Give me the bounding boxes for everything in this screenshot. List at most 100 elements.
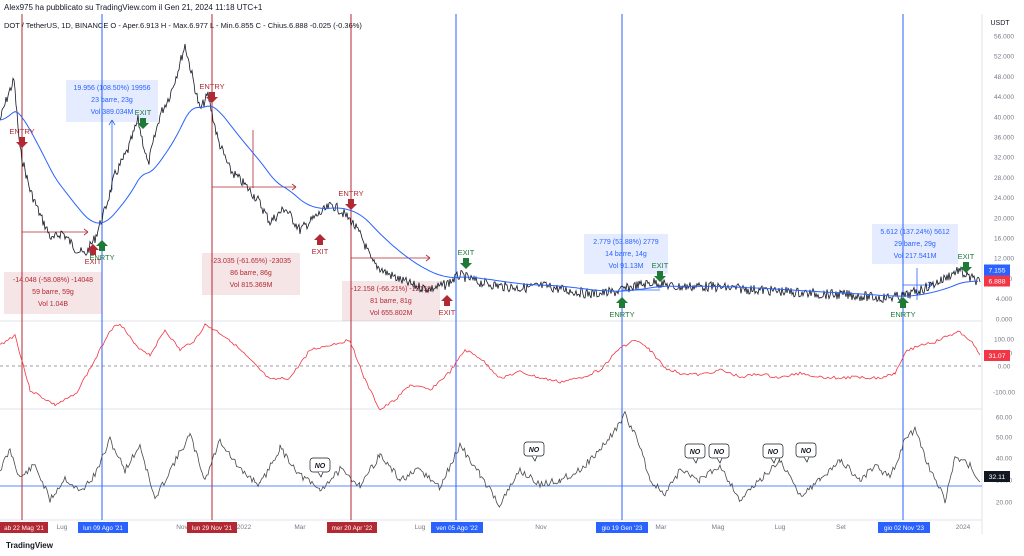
price-tick-label: 16.000 (994, 236, 1014, 243)
time-highlight-text: gio 19 Gen '23 (602, 525, 643, 532)
measure-volume-text: Vol 389.034M (91, 109, 134, 116)
arrow-up-icon (897, 297, 909, 308)
no-callout-text: NO (315, 463, 326, 470)
signal-arrow: ENTRY (9, 127, 35, 148)
price-tick-label: 32.000 (994, 155, 1014, 162)
measure-change-text: 2.779 (53.88%) 2779 (593, 239, 658, 246)
arrow-up-icon (314, 234, 326, 245)
signal-arrow: ENRTY (609, 297, 635, 319)
signal-label: EXIT (958, 252, 975, 261)
cci-badge-text: 31.07 (988, 353, 1005, 360)
ema-line (0, 105, 978, 297)
time-highlight-text: lun 09 Ago '21 (83, 525, 123, 532)
adx-badge: 32.11 (984, 471, 1010, 482)
cci-tick-label: 0.00 (998, 364, 1011, 371)
time-highlight-text: lun 29 Nov '21 (192, 525, 233, 532)
price-tick-label: 48.000 (994, 74, 1014, 81)
arrow-down-icon (137, 118, 149, 129)
measure-volume-text: Vol 217.541M (894, 253, 937, 260)
time-highlight-bg (187, 522, 237, 533)
no-callout-text: NO (529, 447, 540, 454)
no-callout: NO (309, 457, 331, 478)
signal-label: ENTRY (9, 127, 34, 136)
signal-arrow: ENRTY (89, 240, 115, 262)
price-badge-text: 7.155 (988, 268, 1005, 275)
cci-tick-label: 100.00 (994, 337, 1014, 344)
measure-bars-text: 29 barre, 29g (894, 241, 936, 248)
time-tick-label: 2022 (237, 524, 252, 531)
measure-bars-text: 81 barre, 81g (370, 298, 412, 305)
no-callout-pointer (770, 457, 777, 464)
signal-arrow: EXIT (958, 252, 975, 273)
arrow-down-icon (960, 262, 972, 273)
signal-label: EXIT (652, 261, 669, 270)
measure-change-text: 5.612 (137.24%) 5612 (880, 229, 949, 236)
time-highlight-badge: gio 02 Nov '23 (878, 522, 930, 533)
price-tick-label: 12.000 (994, 256, 1014, 263)
measure-volume-text: Vol 1.04B (38, 301, 68, 308)
arrow-up-icon (87, 244, 99, 255)
no-callout: NO (708, 443, 730, 464)
price-tick-label: 4.000 (996, 296, 1013, 303)
symbol-legend: DOT / TetherUS, 1D, BINANCE O - Aper.6.9… (4, 21, 362, 30)
price-tick-label: 0.000 (996, 316, 1013, 323)
price-tick-label: 52.000 (994, 54, 1014, 61)
time-highlight-badge: lun 09 Ago '21 (78, 522, 128, 533)
no-callout: NO (523, 441, 545, 462)
arrow-up-icon (441, 295, 453, 306)
price-tick-label: 36.000 (994, 135, 1014, 142)
measure-box: 2.779 (53.88%) 2779 14 barre, 14g Vol 91.1… (584, 234, 668, 274)
no-callout: NO (795, 442, 817, 463)
cci-badge: 31.07 (984, 350, 1010, 361)
measure-change-text: -23.035 (-61.65%) -23035 (211, 258, 291, 265)
adx-badge-bg (984, 471, 1010, 482)
currency-label: USDT (990, 20, 1010, 27)
signal-arrow: EXIT (312, 234, 329, 256)
price-tick-label: 40.000 (994, 114, 1014, 121)
measure-arrow (108, 119, 116, 126)
price-tick-label: 44.000 (994, 94, 1014, 101)
measure-volume-text: Vol 91.13M (608, 263, 643, 270)
time-highlight-text: mer 20 Apr '22 (332, 525, 373, 532)
measure-box-bg (872, 224, 958, 264)
arrow-down-icon (16, 137, 28, 148)
time-highlight-badge: ven 05 Ago '22 (431, 522, 483, 533)
time-highlight-badge: ab 22 Mag '21 (0, 522, 48, 533)
price-tick-label: 28.000 (994, 175, 1014, 182)
no-callout: NO (684, 443, 706, 464)
signal-label: ENRTY (609, 310, 634, 319)
signal-arrow: EXIT (135, 108, 152, 129)
time-highlight-bg (0, 522, 48, 533)
price-tick-label: 24.000 (994, 195, 1014, 202)
signal-label: EXIT (458, 248, 475, 257)
time-tick-label: Lug (775, 524, 786, 531)
price-tick-label: 56.000 (994, 34, 1014, 41)
time-tick-label: Lug (57, 524, 68, 531)
signal-label: EXIT (135, 108, 152, 117)
no-callout-text: NO (768, 449, 779, 456)
measure-arrow (83, 228, 89, 236)
time-tick-label: Nov (535, 524, 547, 531)
adx-badge-text: 32.11 (989, 474, 1006, 481)
time-tick-label: Mar (294, 524, 306, 531)
measure-box-bg (202, 253, 300, 295)
signal-arrow: EXIT (439, 295, 456, 317)
cci-badge-bg (984, 350, 1010, 361)
arrow-up-icon (96, 240, 108, 251)
signal-label: ENRTY (89, 253, 114, 262)
no-callout-text: NO (690, 449, 701, 456)
time-tick-label: Nov (176, 524, 188, 531)
measure-bars-text: 14 barre, 14g (605, 251, 647, 258)
measure-box-bg (342, 281, 440, 321)
adx-line (0, 410, 981, 508)
arrow-down-icon (345, 199, 357, 210)
price-badge-bg (984, 275, 1010, 287)
no-callout-text: NO (714, 449, 725, 456)
price-badge: 7.155 (984, 264, 1010, 276)
time-tick-label: Mag (712, 524, 725, 531)
time-highlight-badge: gio 19 Gen '23 (596, 522, 648, 533)
no-callout-pointer (531, 455, 538, 462)
signal-label: EXIT (312, 247, 329, 256)
time-tick-label: Mar (655, 524, 667, 531)
